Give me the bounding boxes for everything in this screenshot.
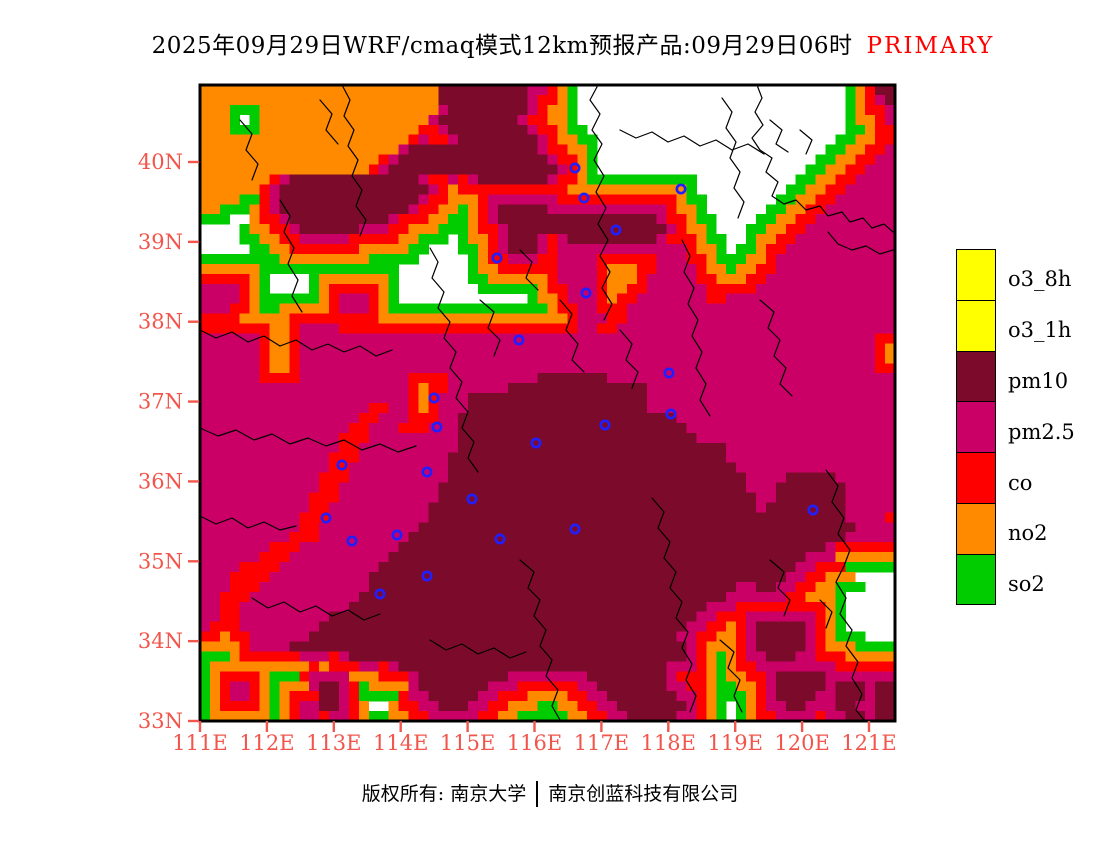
city-marker: [491, 252, 503, 264]
footer-left-text: 版权所有: 南京大学: [361, 783, 527, 805]
legend-swatch-o3: [956, 299, 996, 351]
lon-tick-label: 114E: [373, 731, 428, 755]
city-markers: [320, 162, 819, 600]
lat-tick-label: 39N: [138, 230, 183, 254]
legend-item-o3-8h: o3_8h: [956, 249, 1096, 300]
legend-item-co: co: [956, 452, 1096, 503]
map-frame: [198, 83, 897, 723]
city-marker: [580, 287, 592, 299]
lat-tick-label: 37N: [138, 390, 183, 414]
legend-item-no2: no2: [956, 502, 1096, 554]
lat-tick-label: 40N: [138, 150, 183, 174]
lon-tick-label: 111E: [172, 731, 227, 755]
city-marker: [675, 183, 687, 195]
lat-tick-label: 35N: [138, 549, 183, 573]
lat-tick-label: 38N: [138, 310, 183, 334]
city-marker: [421, 570, 433, 582]
lon-tick-label: 120E: [774, 731, 829, 755]
lon-tick-label: 121E: [841, 731, 896, 755]
axis-ticks-and-labels: 111E 112E 113E 114E 115E 116E 117E 118E 119E 120E…: [138, 150, 897, 755]
legend-item-o3-1h: o3_1h: [956, 299, 1096, 351]
legend-item-so2: so2: [956, 553, 1096, 605]
city-marker: [421, 466, 433, 478]
city-marker: [428, 392, 440, 404]
lon-tick-label: 115E: [440, 731, 495, 755]
legend-label: no2: [1008, 521, 1048, 546]
footer-divider: [536, 781, 539, 807]
legend-item-pm10: pm10: [956, 350, 1096, 402]
title-highlight: PRIMARY: [866, 33, 995, 59]
legend-label: so2: [1008, 572, 1045, 597]
city-marker: [807, 504, 819, 516]
legend-swatch-pm10: [956, 350, 996, 402]
legend-label: pm10: [1008, 368, 1069, 393]
city-marker: [374, 588, 386, 600]
city-marker: [610, 224, 622, 236]
lon-tick-label: 117E: [574, 731, 629, 755]
legend-item-pm2-5: pm2.5: [956, 401, 1096, 453]
legend-swatch-so2: [956, 553, 996, 605]
legend-swatch-pm25: [956, 401, 996, 453]
legend-label: pm2.5: [1008, 419, 1075, 444]
city-marker: [391, 529, 403, 541]
city-marker: [578, 192, 590, 204]
city-marker: [431, 421, 443, 433]
city-marker: [513, 334, 525, 346]
city-marker: [336, 459, 348, 471]
legend-swatch-o3: [956, 249, 996, 300]
city-marker: [494, 533, 506, 545]
city-marker: [530, 437, 542, 449]
city-marker: [665, 408, 677, 420]
title-text: 2025年09月29日WRF/cmaq模式12km预报产品:09月29日06时: [151, 33, 853, 59]
legend-swatch-co: [956, 452, 996, 503]
city-marker: [346, 535, 358, 547]
lat-tick-label: 34N: [138, 629, 183, 653]
city-marker: [320, 512, 332, 524]
lon-tick-label: 112E: [239, 731, 294, 755]
pollutant-cells: [200, 85, 896, 722]
page-title: 2025年09月29日WRF/cmaq模式12km预报产品:09月29日06时 P…: [0, 26, 1100, 60]
city-marker: [599, 419, 611, 431]
admin-boundary-lines: [199, 84, 894, 721]
lon-tick-label: 119E: [707, 731, 762, 755]
city-marker: [569, 162, 581, 174]
lon-tick-label: 116E: [507, 731, 562, 755]
legend-label: o3_1h: [1008, 318, 1072, 343]
footer-right-text: 南京创蓝科技有限公司: [548, 783, 739, 805]
city-marker: [466, 493, 478, 505]
legend-swatch-no2: [956, 502, 996, 554]
city-marker: [663, 367, 675, 379]
lon-tick-label: 118E: [641, 731, 696, 755]
legend-label: o3_8h: [1008, 267, 1072, 292]
copyright-footer: 版权所有: 南京大学 南京创蓝科技有限公司: [0, 779, 1100, 807]
legend-label: co: [1008, 470, 1033, 495]
lon-tick-label: 113E: [306, 731, 361, 755]
lat-tick-label: 36N: [138, 469, 183, 493]
city-marker: [569, 523, 581, 535]
lat-tick-label: 33N: [138, 709, 183, 733]
pollutant-legend: o3_8h o3_1h pm10 pm2.5 co no2 so2: [956, 249, 1096, 605]
